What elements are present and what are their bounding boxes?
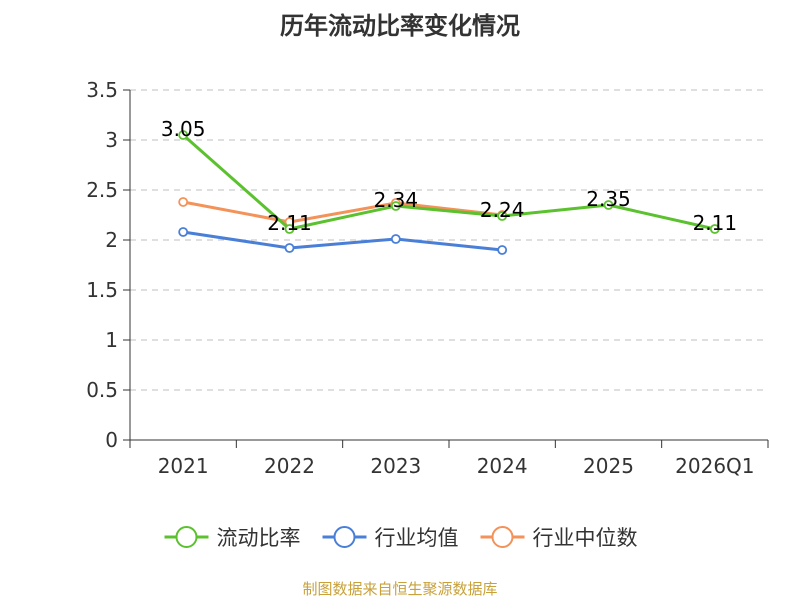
x-tick-label: 2024 [477, 454, 528, 478]
data-point [497, 211, 508, 221]
data-point [284, 224, 295, 234]
data-label: 2.35 [586, 187, 631, 211]
x-tick-label: 2021 [158, 454, 209, 478]
data-point [709, 224, 720, 234]
data-point [284, 243, 295, 253]
grid-lines [130, 89, 768, 391]
legend-label: 行业中位数 [533, 526, 638, 550]
legend-label: 流动比率 [217, 526, 301, 550]
data-point [497, 245, 508, 255]
y-tick-label: 1.5 [86, 278, 118, 302]
data-label: 2.24 [480, 198, 525, 222]
y-tick-label: 2 [105, 228, 118, 252]
data-label: 2.11 [693, 211, 738, 235]
axes: 0 0.5 1 1.5 2 2.5 3 3.5 2021 2022 2023 2024 2025 2026… [86, 78, 769, 478]
y-tick-label: 0 [105, 428, 118, 452]
data-point [178, 227, 189, 237]
legend-marker [333, 526, 356, 548]
y-tick-label: 0.5 [86, 378, 118, 402]
data-point [390, 201, 401, 211]
chart-title: 历年流动比率变化情况 [280, 12, 520, 40]
data-point [178, 197, 189, 207]
legend-label: 行业均值 [375, 526, 459, 550]
source-note: 制图数据来自恒生聚源数据库 [302, 580, 497, 598]
data-label: 2.34 [374, 188, 419, 212]
data-point [603, 200, 614, 210]
series-group [178, 130, 720, 255]
x-tick-label: 2022 [264, 454, 315, 478]
y-tick-label: 3 [105, 128, 118, 152]
series-line [182, 133, 716, 231]
series-line [182, 230, 503, 252]
legend: 流动比率 行业均值 行业中位数 [164, 526, 638, 550]
data-label: 2.11 [267, 211, 312, 235]
data-label: 3.05 [161, 117, 206, 141]
series-line [182, 200, 503, 224]
x-tick-label: 2023 [370, 454, 421, 478]
x-tick-label: 2026Q1 [675, 454, 754, 478]
legend-marker [175, 526, 198, 548]
y-tick-label: 2.5 [86, 178, 118, 202]
y-tick-label: 1 [105, 328, 118, 352]
data-labels: 3.05 2.11 2.34 2.24 2.35 2.11 [161, 117, 737, 235]
data-point [390, 234, 401, 244]
legend-marker [491, 526, 514, 548]
x-tick-label: 2025 [583, 454, 634, 478]
y-tick-label: 3.5 [86, 78, 118, 102]
data-point [178, 130, 189, 140]
